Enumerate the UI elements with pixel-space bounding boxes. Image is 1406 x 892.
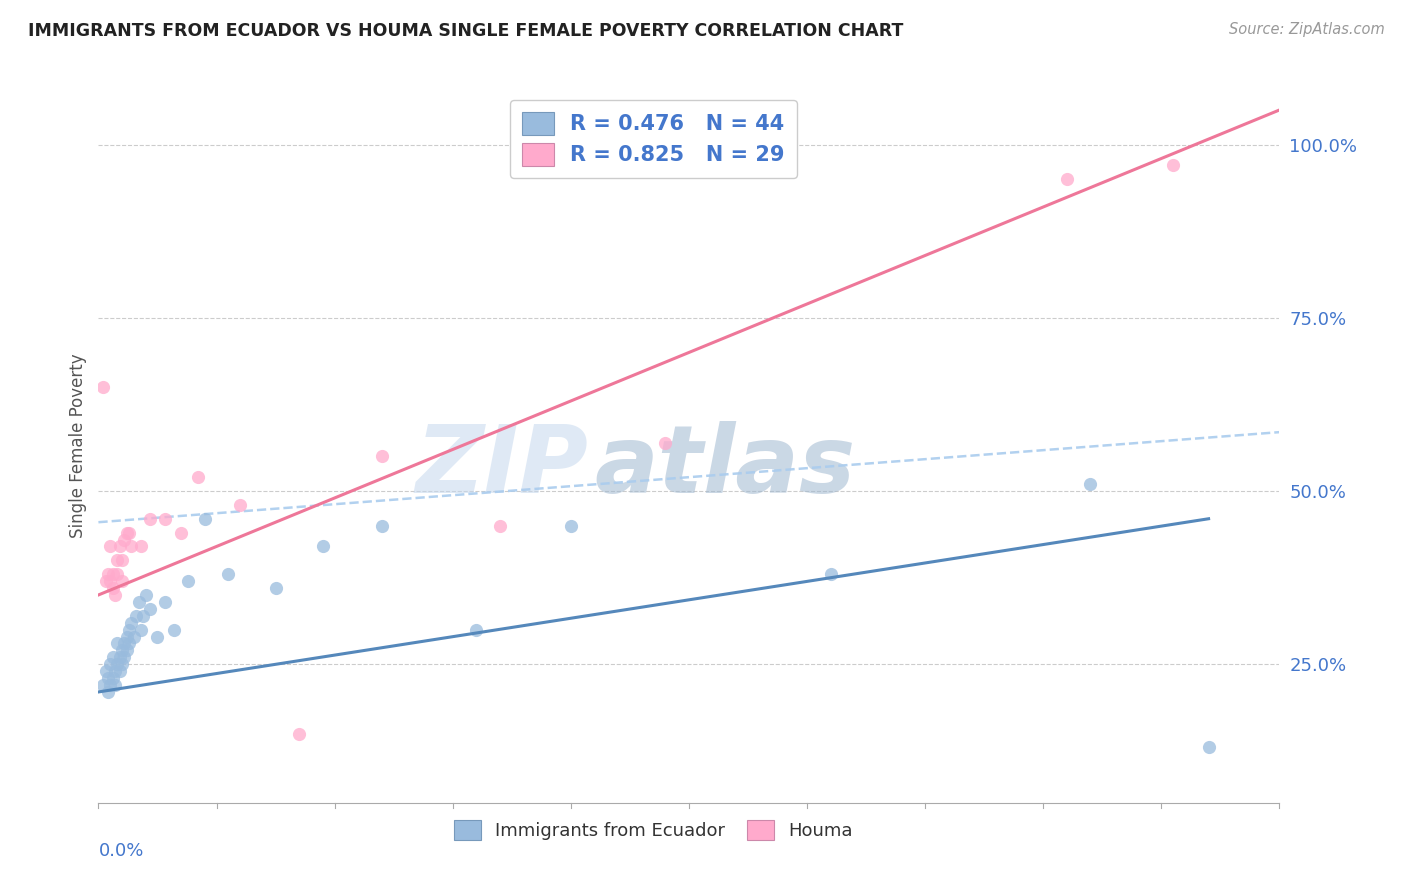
- Point: [288, 726, 311, 740]
- Point: [153, 512, 176, 526]
- Point: [177, 574, 200, 588]
- Y-axis label: Single Female Poverty: Single Female Poverty: [69, 354, 87, 538]
- Text: ZIP: ZIP: [416, 421, 589, 514]
- Point: [1056, 172, 1078, 186]
- Point: [135, 588, 157, 602]
- Point: [101, 650, 124, 665]
- Point: [111, 643, 134, 657]
- Point: [121, 540, 143, 554]
- Point: [98, 657, 121, 672]
- Point: [118, 623, 141, 637]
- Point: [146, 630, 169, 644]
- Point: [1161, 158, 1184, 172]
- Text: IMMIGRANTS FROM ECUADOR VS HOUMA SINGLE FEMALE POVERTY CORRELATION CHART: IMMIGRANTS FROM ECUADOR VS HOUMA SINGLE …: [28, 22, 904, 40]
- Point: [371, 518, 394, 533]
- Point: [108, 540, 131, 554]
- Point: [94, 664, 117, 678]
- Point: [105, 636, 128, 650]
- Point: [132, 608, 155, 623]
- Point: [115, 630, 138, 644]
- Point: [94, 574, 117, 588]
- Point: [108, 664, 131, 678]
- Point: [163, 623, 186, 637]
- Point: [129, 623, 152, 637]
- Point: [820, 567, 842, 582]
- Point: [104, 664, 127, 678]
- Point: [1198, 740, 1220, 755]
- Point: [115, 525, 138, 540]
- Point: [108, 650, 131, 665]
- Point: [560, 518, 582, 533]
- Point: [104, 588, 127, 602]
- Point: [170, 525, 193, 540]
- Point: [111, 574, 134, 588]
- Point: [118, 636, 141, 650]
- Point: [115, 643, 138, 657]
- Point: [122, 630, 145, 644]
- Text: Source: ZipAtlas.com: Source: ZipAtlas.com: [1229, 22, 1385, 37]
- Point: [111, 553, 134, 567]
- Point: [1080, 477, 1102, 491]
- Point: [98, 540, 121, 554]
- Point: [105, 567, 128, 582]
- Point: [312, 540, 335, 554]
- Point: [97, 671, 120, 685]
- Point: [139, 512, 162, 526]
- Point: [104, 678, 127, 692]
- Point: [217, 567, 239, 582]
- Point: [101, 581, 124, 595]
- Point: [194, 512, 217, 526]
- Point: [98, 574, 121, 588]
- Point: [125, 608, 148, 623]
- Point: [105, 553, 128, 567]
- Point: [112, 636, 135, 650]
- Point: [112, 533, 135, 547]
- Point: [229, 498, 252, 512]
- Point: [129, 540, 152, 554]
- Point: [128, 595, 150, 609]
- Point: [121, 615, 143, 630]
- Point: [118, 525, 141, 540]
- Point: [153, 595, 176, 609]
- Point: [105, 657, 128, 672]
- Point: [139, 602, 162, 616]
- Point: [98, 678, 121, 692]
- Point: [489, 518, 512, 533]
- Point: [97, 685, 120, 699]
- Point: [371, 450, 394, 464]
- Text: atlas: atlas: [595, 421, 856, 514]
- Point: [465, 623, 488, 637]
- Text: 0.0%: 0.0%: [98, 842, 143, 860]
- Point: [112, 650, 135, 665]
- Point: [91, 678, 114, 692]
- Legend: Immigrants from Ecuador, Houma: Immigrants from Ecuador, Houma: [447, 813, 860, 847]
- Point: [654, 435, 676, 450]
- Point: [264, 581, 287, 595]
- Point: [101, 567, 124, 582]
- Point: [111, 657, 134, 672]
- Point: [97, 567, 120, 582]
- Point: [187, 470, 209, 484]
- Point: [101, 671, 124, 685]
- Point: [91, 380, 114, 394]
